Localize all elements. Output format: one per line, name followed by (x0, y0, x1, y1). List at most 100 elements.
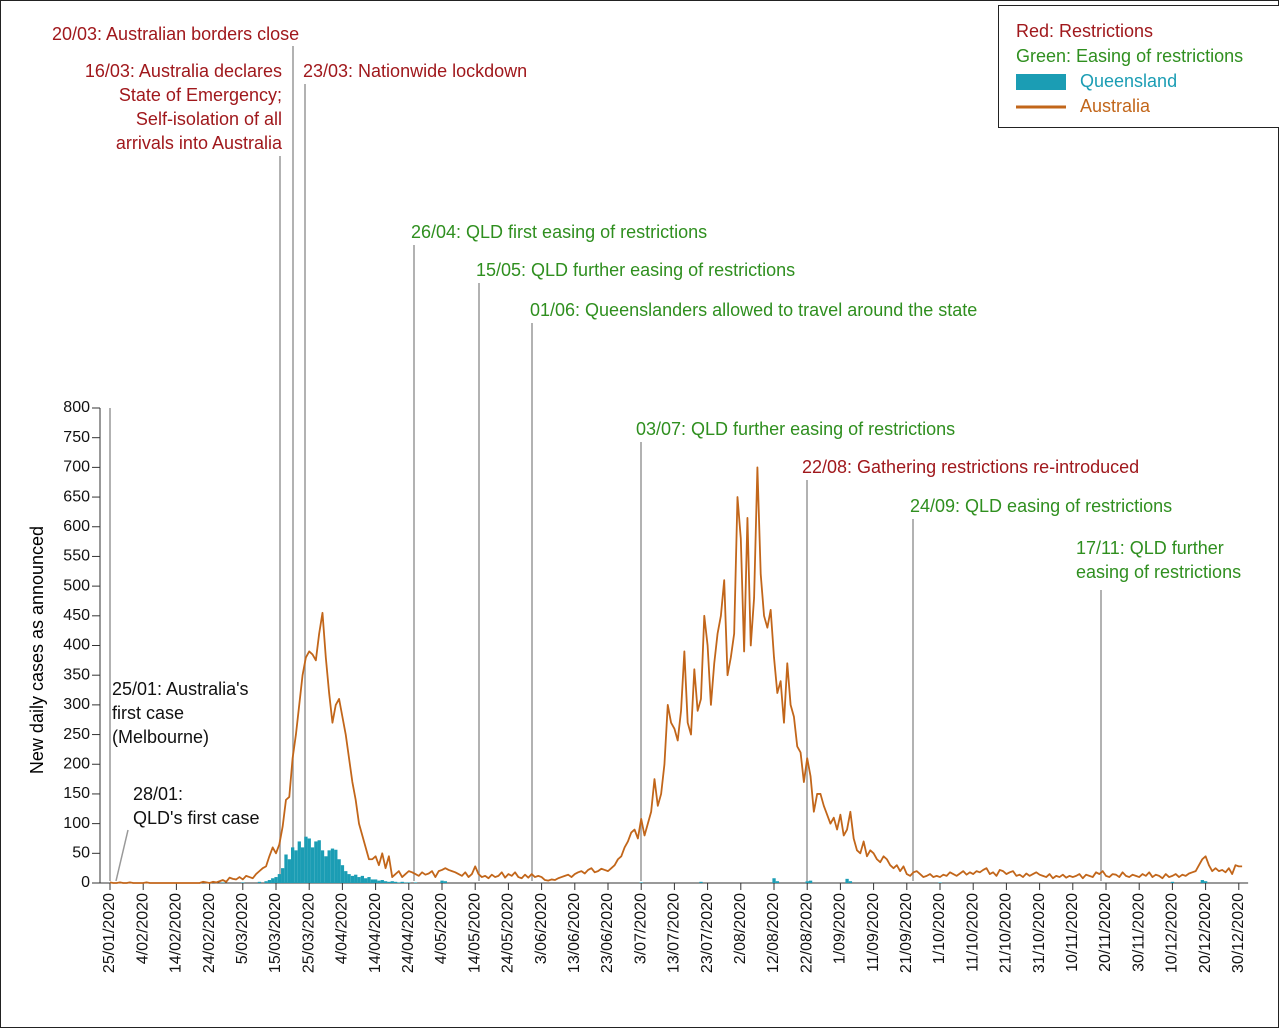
bar (805, 881, 809, 883)
bar (287, 859, 291, 883)
annotation-text: Self-isolation of all (136, 109, 282, 129)
bar (327, 850, 331, 883)
legend-swatch (1016, 74, 1066, 90)
annotation-text: first case (112, 703, 184, 723)
bar (377, 880, 381, 883)
y-tick-label: 500 (63, 577, 90, 594)
x-tick-label: 14/02/2020 (168, 893, 185, 973)
x-tick-label: 23/06/2020 (599, 893, 616, 973)
bar (370, 879, 374, 883)
y-tick-label: 250 (63, 726, 90, 743)
x-tick-label: 13/06/2020 (566, 893, 583, 973)
bar (938, 882, 942, 883)
bar (845, 878, 849, 883)
x-tick-label: 11/09/2020 (865, 893, 882, 972)
y-tick-label: 700 (63, 459, 90, 476)
bar (291, 847, 295, 883)
x-tick-label: 3/06/2020 (533, 893, 550, 964)
y-tick-label: 0 (81, 874, 90, 891)
x-tick-label: 4/02/2020 (134, 893, 151, 964)
bar (307, 838, 311, 883)
bar (221, 882, 225, 883)
bar (364, 878, 368, 883)
annotation-text: 17/11: QLD further (1076, 538, 1224, 558)
bar (357, 877, 361, 883)
bar (344, 871, 348, 883)
x-tick-label: 25/01/2020 (101, 893, 118, 973)
annotation-text: 28/01: (133, 784, 183, 804)
x-tick-label: 14/04/2020 (367, 893, 384, 973)
bar (317, 840, 321, 883)
x-tick-label: 4/05/2020 (433, 893, 450, 964)
bar (320, 850, 325, 883)
annotation-text: arrivals into Australia (116, 133, 283, 153)
x-tick-label: 25/03/2020 (300, 893, 317, 973)
y-tick-label: 150 (63, 785, 90, 802)
y-axis-label: New daily cases as announced (27, 526, 47, 774)
bar (271, 878, 275, 883)
x-tick-label: 1/09/2020 (832, 893, 849, 964)
annotation-text: (Melbourne) (112, 727, 209, 747)
bar (403, 882, 408, 883)
bar (380, 880, 384, 883)
y-tick-label: 600 (63, 518, 90, 535)
bar (383, 881, 388, 883)
y-tick-label: 200 (63, 755, 90, 772)
bar (281, 868, 285, 883)
bar (775, 881, 780, 883)
x-tick-label: 20/11/2020 (1097, 893, 1114, 972)
bar (297, 841, 301, 883)
bar (367, 877, 371, 883)
legend-note: Green: Easing of restrictions (1016, 46, 1243, 66)
x-tick-label: 4/04/2020 (334, 893, 351, 964)
x-tick-label: 30/12/2020 (1230, 893, 1247, 973)
annotation-text: 01/06: Queenslanders allowed to travel a… (530, 300, 977, 320)
bar (310, 847, 315, 883)
bar (400, 881, 404, 883)
bar (413, 882, 418, 883)
bar (257, 881, 262, 883)
x-tick-label: 3/07/2020 (632, 893, 649, 964)
x-tick-label: 23/07/2020 (699, 893, 716, 973)
annotation-text: 20/03: Australian borders close (52, 24, 299, 44)
y-tick-label: 550 (63, 548, 90, 565)
bar (274, 877, 278, 883)
y-tick-label: 650 (63, 488, 90, 505)
x-tick-label: 14/05/2020 (466, 893, 483, 973)
bar (330, 848, 335, 883)
x-tick-label: 11/10/2020 (964, 893, 981, 972)
bar (1204, 881, 1208, 883)
annotation-text: 16/03: Australia declares (85, 61, 282, 81)
x-tick-label: 1/10/2020 (931, 893, 948, 964)
x-tick-label: 12/08/2020 (765, 893, 782, 973)
x-tick-label: 20/12/2020 (1197, 893, 1214, 973)
bar (1170, 881, 1175, 883)
x-tick-label: 10/11/2020 (1064, 893, 1081, 972)
bar (639, 882, 643, 883)
y-tick-label: 400 (63, 637, 90, 654)
x-tick-label: 24/04/2020 (400, 893, 417, 973)
legend-label: Australia (1080, 96, 1151, 116)
bar (324, 856, 328, 883)
bar (374, 879, 378, 883)
bar (699, 881, 703, 883)
x-tick-label: 24/05/2020 (500, 893, 517, 973)
bar (360, 875, 365, 883)
annotation-text: easing of restrictions (1076, 562, 1241, 582)
annotation-text: 22/08: Gathering restrictions re-introdu… (802, 457, 1139, 477)
x-tick-label: 22/08/2020 (798, 893, 815, 973)
bar (241, 882, 245, 883)
x-tick-label: 5/03/2020 (234, 893, 251, 964)
annotation-text: QLD's first case (133, 808, 259, 828)
x-tick-label: 21/10/2020 (998, 893, 1015, 973)
x-tick-label: 13/07/2020 (666, 893, 683, 973)
annotation-text: 03/07: QLD further easing of restriction… (636, 419, 955, 439)
bar (350, 875, 355, 883)
bar (267, 880, 272, 883)
bar (390, 881, 394, 883)
bar (334, 849, 338, 883)
bar (440, 880, 444, 883)
y-tick-label: 450 (63, 607, 90, 624)
